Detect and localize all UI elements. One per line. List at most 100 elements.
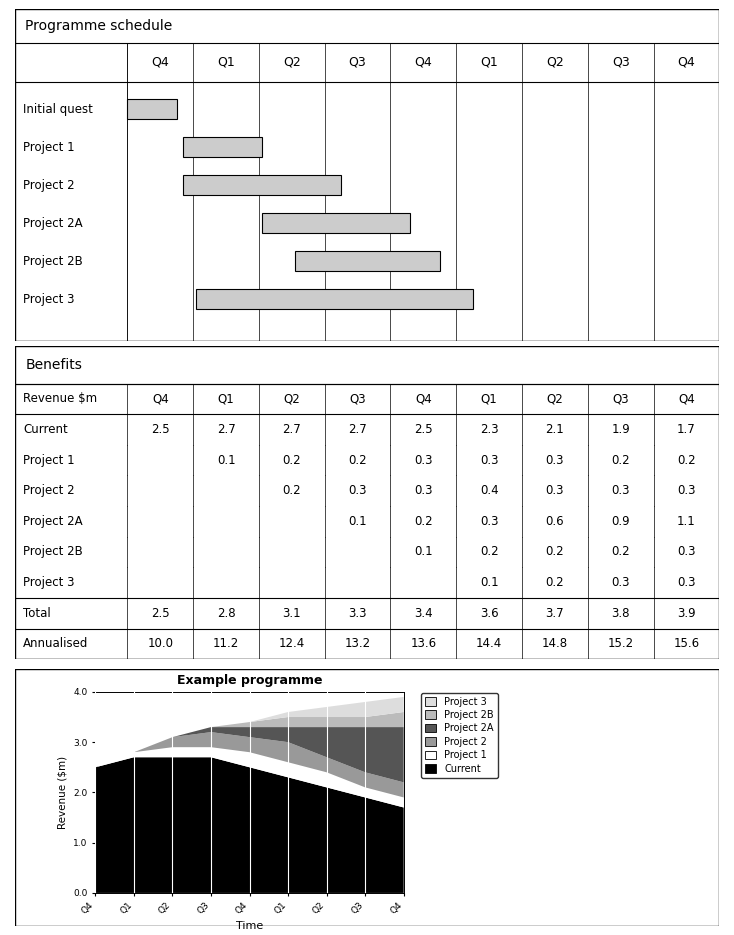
Text: Q4: Q4 [152, 393, 169, 406]
Text: Project 2B: Project 2B [23, 545, 83, 558]
Text: 0.2: 0.2 [611, 453, 630, 467]
Legend: Project 3, Project 2B, Project 2A, Project 2, Project 1, Current: Project 3, Project 2B, Project 2A, Proje… [421, 693, 498, 778]
Text: Project 2B: Project 2B [23, 255, 83, 267]
Text: 2.5: 2.5 [151, 607, 170, 620]
Text: Project 1: Project 1 [23, 453, 75, 467]
FancyBboxPatch shape [128, 99, 177, 119]
Text: Benefits: Benefits [25, 358, 82, 372]
Text: 0.3: 0.3 [349, 484, 367, 497]
Text: Q4: Q4 [678, 393, 695, 406]
Text: 0.3: 0.3 [677, 545, 696, 558]
Text: 14.4: 14.4 [476, 638, 502, 651]
Text: 0.6: 0.6 [545, 515, 564, 528]
Text: 2.5: 2.5 [151, 423, 170, 436]
Text: 0.2: 0.2 [545, 545, 564, 558]
Title: Example programme: Example programme [177, 673, 322, 686]
FancyBboxPatch shape [262, 213, 410, 233]
Text: 2.3: 2.3 [480, 423, 498, 436]
FancyBboxPatch shape [295, 252, 440, 271]
Text: 0.3: 0.3 [414, 453, 432, 467]
Text: 0.2: 0.2 [414, 515, 432, 528]
Text: Annualised: Annualised [23, 638, 89, 651]
FancyBboxPatch shape [197, 290, 473, 309]
Text: 0.2: 0.2 [349, 453, 367, 467]
Text: 0.2: 0.2 [611, 545, 630, 558]
Text: 2.7: 2.7 [217, 423, 236, 436]
Text: 3.3: 3.3 [349, 607, 367, 620]
Text: 0.3: 0.3 [545, 484, 564, 497]
FancyBboxPatch shape [184, 137, 262, 157]
Text: 0.2: 0.2 [677, 453, 696, 467]
Y-axis label: Revenue ($m): Revenue ($m) [58, 755, 68, 829]
Text: 0.3: 0.3 [611, 484, 630, 497]
Text: 0.3: 0.3 [480, 453, 498, 467]
Text: 2.7: 2.7 [348, 423, 367, 436]
Text: Initial quest: Initial quest [23, 103, 93, 116]
Text: Q2: Q2 [546, 56, 564, 69]
Text: Q4: Q4 [415, 56, 432, 69]
Text: 3.1: 3.1 [283, 607, 301, 620]
Text: 3.7: 3.7 [545, 607, 564, 620]
Text: 0.3: 0.3 [611, 576, 630, 589]
Text: Project 3: Project 3 [23, 576, 75, 589]
X-axis label: Time: Time [236, 922, 264, 931]
Text: 0.3: 0.3 [677, 576, 696, 589]
Text: Q1: Q1 [218, 393, 234, 406]
Text: 1.9: 1.9 [611, 423, 630, 436]
Text: Project 2: Project 2 [23, 484, 75, 497]
Text: Project 2A: Project 2A [23, 217, 83, 230]
Text: 13.6: 13.6 [410, 638, 437, 651]
Text: Q4: Q4 [677, 56, 695, 69]
Text: 2.8: 2.8 [217, 607, 236, 620]
Text: 1.7: 1.7 [677, 423, 696, 436]
Text: 10.0: 10.0 [148, 638, 173, 651]
Text: Q1: Q1 [481, 393, 498, 406]
Text: Q3: Q3 [612, 56, 630, 69]
Text: 3.8: 3.8 [611, 607, 630, 620]
Text: Q3: Q3 [349, 56, 366, 69]
Text: 2.1: 2.1 [545, 423, 564, 436]
Text: 13.2: 13.2 [344, 638, 371, 651]
Text: Project 3: Project 3 [23, 293, 75, 306]
Text: Project 2A: Project 2A [23, 515, 83, 528]
Text: Q2: Q2 [283, 393, 300, 406]
Text: 14.8: 14.8 [542, 638, 568, 651]
Text: 15.2: 15.2 [608, 638, 633, 651]
Text: 3.9: 3.9 [677, 607, 696, 620]
Text: 3.6: 3.6 [480, 607, 498, 620]
Text: Programme schedule: Programme schedule [25, 19, 172, 33]
Text: 0.1: 0.1 [480, 576, 498, 589]
Text: 0.1: 0.1 [349, 515, 367, 528]
FancyBboxPatch shape [184, 175, 341, 195]
Text: 11.2: 11.2 [213, 638, 239, 651]
Text: Total: Total [23, 607, 51, 620]
Text: Current: Current [23, 423, 68, 436]
Text: Project 1: Project 1 [23, 140, 75, 153]
Text: Q4: Q4 [151, 56, 169, 69]
Text: 0.3: 0.3 [414, 484, 432, 497]
Text: 15.6: 15.6 [673, 638, 700, 651]
Text: 0.3: 0.3 [545, 453, 564, 467]
Text: 2.5: 2.5 [414, 423, 432, 436]
Text: 0.2: 0.2 [480, 545, 498, 558]
Text: Q1: Q1 [217, 56, 235, 69]
Text: Q3: Q3 [612, 393, 629, 406]
Text: Q4: Q4 [415, 393, 432, 406]
Text: 0.2: 0.2 [283, 453, 301, 467]
Text: 0.1: 0.1 [217, 453, 236, 467]
Text: Q2: Q2 [283, 56, 301, 69]
Text: 0.4: 0.4 [480, 484, 498, 497]
Text: 3.4: 3.4 [414, 607, 432, 620]
Text: Revenue $m: Revenue $m [23, 393, 98, 406]
Text: 0.2: 0.2 [545, 576, 564, 589]
Text: 0.1: 0.1 [414, 545, 432, 558]
Text: 1.1: 1.1 [677, 515, 696, 528]
Text: 0.2: 0.2 [283, 484, 301, 497]
Text: 0.3: 0.3 [480, 515, 498, 528]
Text: Q1: Q1 [480, 56, 498, 69]
Text: Q2: Q2 [547, 393, 563, 406]
Text: Q3: Q3 [349, 393, 366, 406]
Text: 0.3: 0.3 [677, 484, 696, 497]
Text: 12.4: 12.4 [279, 638, 305, 651]
Text: Project 2: Project 2 [23, 179, 75, 192]
